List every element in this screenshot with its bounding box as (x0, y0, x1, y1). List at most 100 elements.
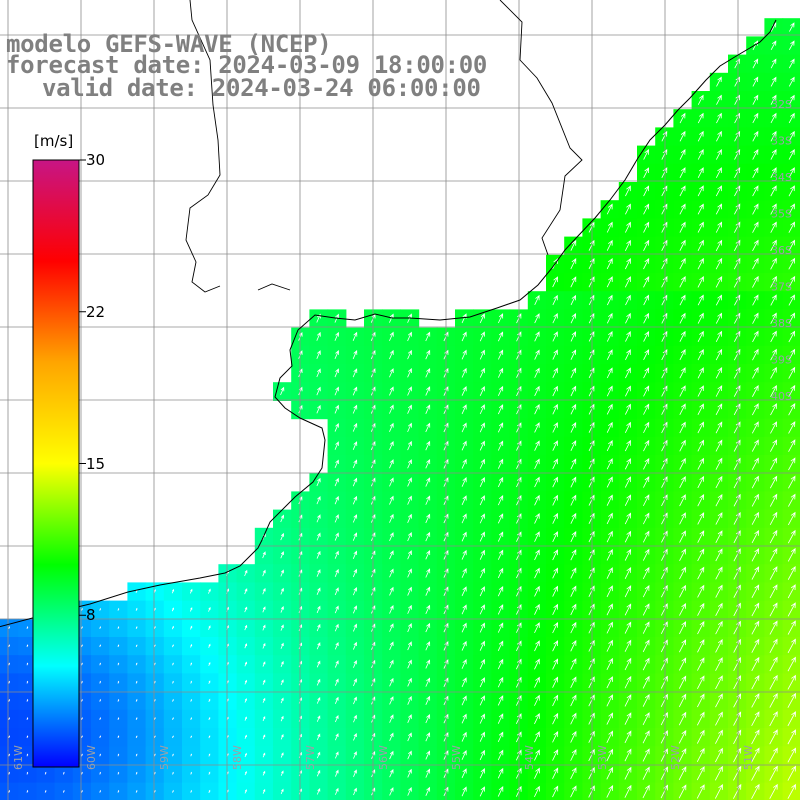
speed-cell (618, 400, 638, 420)
speed-cell (764, 382, 784, 401)
wind-arrow (534, 694, 540, 706)
wind-arrow (316, 696, 321, 704)
wind-arrow (407, 768, 412, 778)
wind-arrow (751, 711, 760, 726)
wind-arrow (389, 532, 394, 542)
speed-cell (618, 509, 638, 529)
speed-cell (637, 491, 656, 511)
speed-cell (618, 655, 638, 674)
speed-cell (618, 218, 638, 238)
wind-arrow (352, 441, 358, 450)
wind-arrow (679, 403, 686, 415)
speed-cell (546, 655, 565, 674)
speed-cell (728, 182, 747, 201)
wind-speed-field (0, 18, 800, 800)
wind-arrow (117, 753, 120, 757)
speed-cell (728, 254, 747, 274)
speed-cell (728, 127, 747, 147)
longitude-label: 61W (12, 745, 25, 770)
wind-arrow (479, 476, 485, 487)
wind-arrow (316, 605, 321, 614)
wind-arrow (208, 735, 211, 739)
latitude-labels: 32S 33S 34S 35S 36S 37S 38S 39S 40S (771, 98, 792, 403)
wind-arrow (734, 294, 741, 306)
wind-arrow (479, 749, 485, 761)
speed-cell (728, 364, 747, 383)
wind-arrow (751, 747, 760, 763)
wind-arrow (262, 606, 266, 613)
speed-cell (546, 364, 565, 383)
wind-arrow (407, 695, 412, 705)
speed-cell (546, 673, 565, 693)
wind-arrow (751, 475, 759, 489)
wind-arrow (552, 749, 559, 761)
wind-arrow (624, 239, 631, 251)
wind-arrow (606, 748, 614, 762)
wind-arrow (697, 385, 704, 397)
speed-cell (691, 527, 711, 547)
speed-cell (764, 345, 784, 365)
speed-cell (637, 309, 656, 329)
speed-cell (709, 691, 729, 711)
wind-arrow (334, 331, 340, 341)
wind-arrow (407, 714, 412, 724)
speed-cell (709, 218, 729, 238)
wind-arrow (352, 368, 358, 378)
colorbar-tick-label: 30 (86, 151, 106, 169)
speed-cell (637, 546, 656, 565)
speed-cell (746, 309, 765, 329)
wind-arrow (770, 167, 777, 179)
speed-cell (637, 291, 656, 310)
speed-cell (618, 546, 638, 565)
wind-arrow (606, 548, 613, 561)
wind-arrow (588, 676, 595, 689)
wind-arrow (624, 530, 632, 543)
wind-arrow (588, 530, 595, 543)
wind-arrow (770, 94, 777, 105)
speed-cell (782, 782, 800, 800)
speed-cell (746, 564, 765, 583)
wind-arrow (352, 514, 358, 523)
speed-cell (709, 655, 729, 674)
wind-arrow (643, 312, 649, 324)
speed-cell (691, 491, 711, 511)
wind-arrow (588, 567, 595, 579)
wind-arrow (661, 476, 668, 488)
wind-arrow (588, 421, 595, 433)
wind-arrow (425, 586, 431, 596)
wind-arrow (770, 403, 777, 416)
wind-arrow (190, 753, 192, 757)
wind-arrow (353, 732, 357, 741)
wind-arrow (624, 548, 632, 561)
wind-arrow (769, 729, 778, 745)
wind-arrow (479, 331, 485, 342)
wind-arrow (316, 623, 321, 632)
wind-arrow (497, 786, 504, 797)
wind-arrow (99, 662, 101, 666)
wind-arrow (697, 439, 704, 452)
speed-cell (709, 764, 729, 784)
speed-cell (709, 309, 729, 329)
wind-arrow (425, 422, 431, 433)
wind-arrow (497, 658, 504, 670)
wind-arrow (262, 587, 266, 595)
wind-arrow (316, 331, 321, 341)
speed-cell (691, 418, 711, 438)
speed-cell (618, 382, 638, 401)
wind-arrow (8, 680, 10, 684)
speed-cell (600, 400, 620, 420)
speed-cell (728, 291, 747, 310)
wind-arrow (642, 766, 650, 780)
wind-arrow (497, 367, 504, 378)
wind-arrow (316, 477, 321, 487)
speed-cell (637, 637, 656, 656)
wind-arrow (715, 475, 723, 489)
speed-cell (618, 309, 638, 329)
wind-arrow (643, 403, 650, 415)
wind-arrow (407, 459, 412, 469)
speed-cell (618, 291, 638, 310)
wind-arrow (625, 367, 631, 379)
wind-arrow (625, 331, 631, 342)
wind-arrow (552, 603, 558, 615)
wind-arrow (552, 549, 558, 561)
